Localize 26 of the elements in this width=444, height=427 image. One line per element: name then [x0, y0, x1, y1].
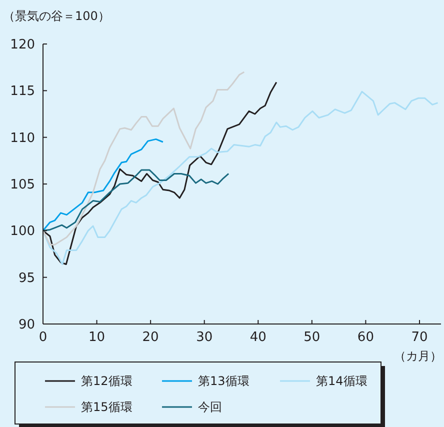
- line-series: [42, 138, 164, 232]
- x-tick-label: 20: [142, 330, 159, 345]
- legend-label: 今回: [198, 400, 222, 414]
- x-tick-label: 40: [250, 330, 266, 345]
- legend-label: 第13循環: [198, 374, 250, 388]
- y-axis-title: （景気の谷＝100）: [3, 9, 110, 23]
- y-tick-label: 95: [18, 270, 35, 286]
- x-tick-label: 10: [88, 330, 106, 345]
- legend-label: 第14循環: [316, 374, 368, 388]
- x-tick-label: 0: [38, 330, 48, 345]
- y-tick-label: 105: [10, 178, 35, 193]
- line-series: [42, 71, 245, 246]
- line-series: [42, 90, 439, 266]
- y-tick-label: 110: [10, 130, 35, 146]
- x-tick-label: 50: [304, 330, 320, 345]
- x-axis-title: （カ月）: [394, 349, 442, 363]
- line-series: [42, 169, 230, 232]
- x-tick-label: 70: [411, 330, 428, 345]
- y-tick-label: 90: [18, 318, 35, 333]
- x-tick-label: 60: [357, 330, 374, 345]
- legend-label: 第15循環: [81, 400, 132, 414]
- y-tick-label: 120: [10, 38, 35, 53]
- y-tick-label: 100: [10, 224, 35, 240]
- y-tick-label: 115: [10, 84, 35, 100]
- x-tick-label: 30: [196, 330, 213, 345]
- legend-label: 第12循環: [81, 374, 132, 388]
